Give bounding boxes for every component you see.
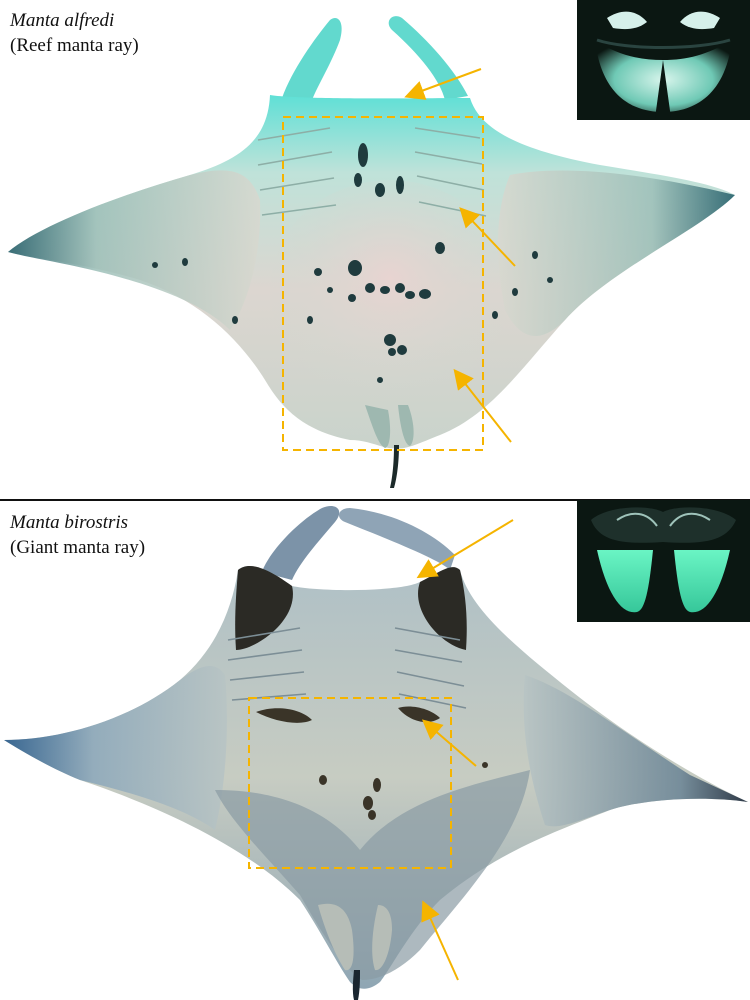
pelvic-fin-right	[398, 405, 414, 446]
left-wing	[8, 170, 261, 330]
right-wing	[523, 675, 748, 827]
gill-slits	[257, 127, 487, 217]
reef-manta-label: Manta alfredi (Reef manta ray)	[10, 8, 139, 58]
giant-manta-body	[4, 565, 748, 989]
right-shoulder-patch	[418, 567, 467, 650]
arrow-posterior	[421, 900, 459, 981]
arrow-shoulder	[404, 68, 482, 100]
tail	[390, 445, 399, 488]
left-wing	[4, 665, 227, 830]
right-cephalic-fin	[338, 508, 455, 570]
reef-manta-panel: Manta alfredi (Reef manta ray)	[8, 0, 750, 488]
region-box	[248, 697, 452, 869]
arrow-gill-spot	[421, 719, 477, 767]
panel-divider	[0, 499, 750, 501]
common-name: (Giant manta ray)	[10, 537, 146, 558]
ventral-spots	[152, 143, 553, 383]
arrow-shoulder	[416, 519, 514, 579]
reef-manta-photo	[8, 16, 735, 488]
right-wing	[498, 170, 735, 337]
giant-manta-panel: Manta birostris (Giant manta ray)	[0, 500, 750, 1000]
arrow-posterior	[453, 368, 512, 443]
region-box	[282, 116, 484, 451]
species-name: Manta alfredi	[10, 10, 115, 31]
common-name: (Reef manta ray)	[10, 35, 139, 56]
right-cephalic-fin	[388, 16, 468, 100]
left-cephalic-fin	[282, 18, 342, 100]
arrow-gill-spot	[459, 207, 516, 267]
left-shoulder-patch	[235, 565, 293, 650]
pelvic-fin	[318, 903, 354, 971]
giant-manta-inset-photo	[577, 500, 750, 622]
species-name: Manta birostris	[10, 512, 129, 533]
right-gill-spot	[398, 706, 440, 723]
pelvic-fin-right	[372, 905, 392, 971]
reef-manta-inset-photo	[577, 0, 750, 120]
giant-manta-label: Manta birostris (Giant manta ray)	[10, 510, 145, 560]
left-cephalic-fin	[262, 505, 340, 580]
pelvic-fin	[365, 405, 391, 448]
left-gill-spot	[256, 708, 312, 723]
giant-manta-photo	[4, 505, 748, 1000]
ventral-spots	[319, 762, 488, 820]
tail	[352, 970, 360, 1000]
